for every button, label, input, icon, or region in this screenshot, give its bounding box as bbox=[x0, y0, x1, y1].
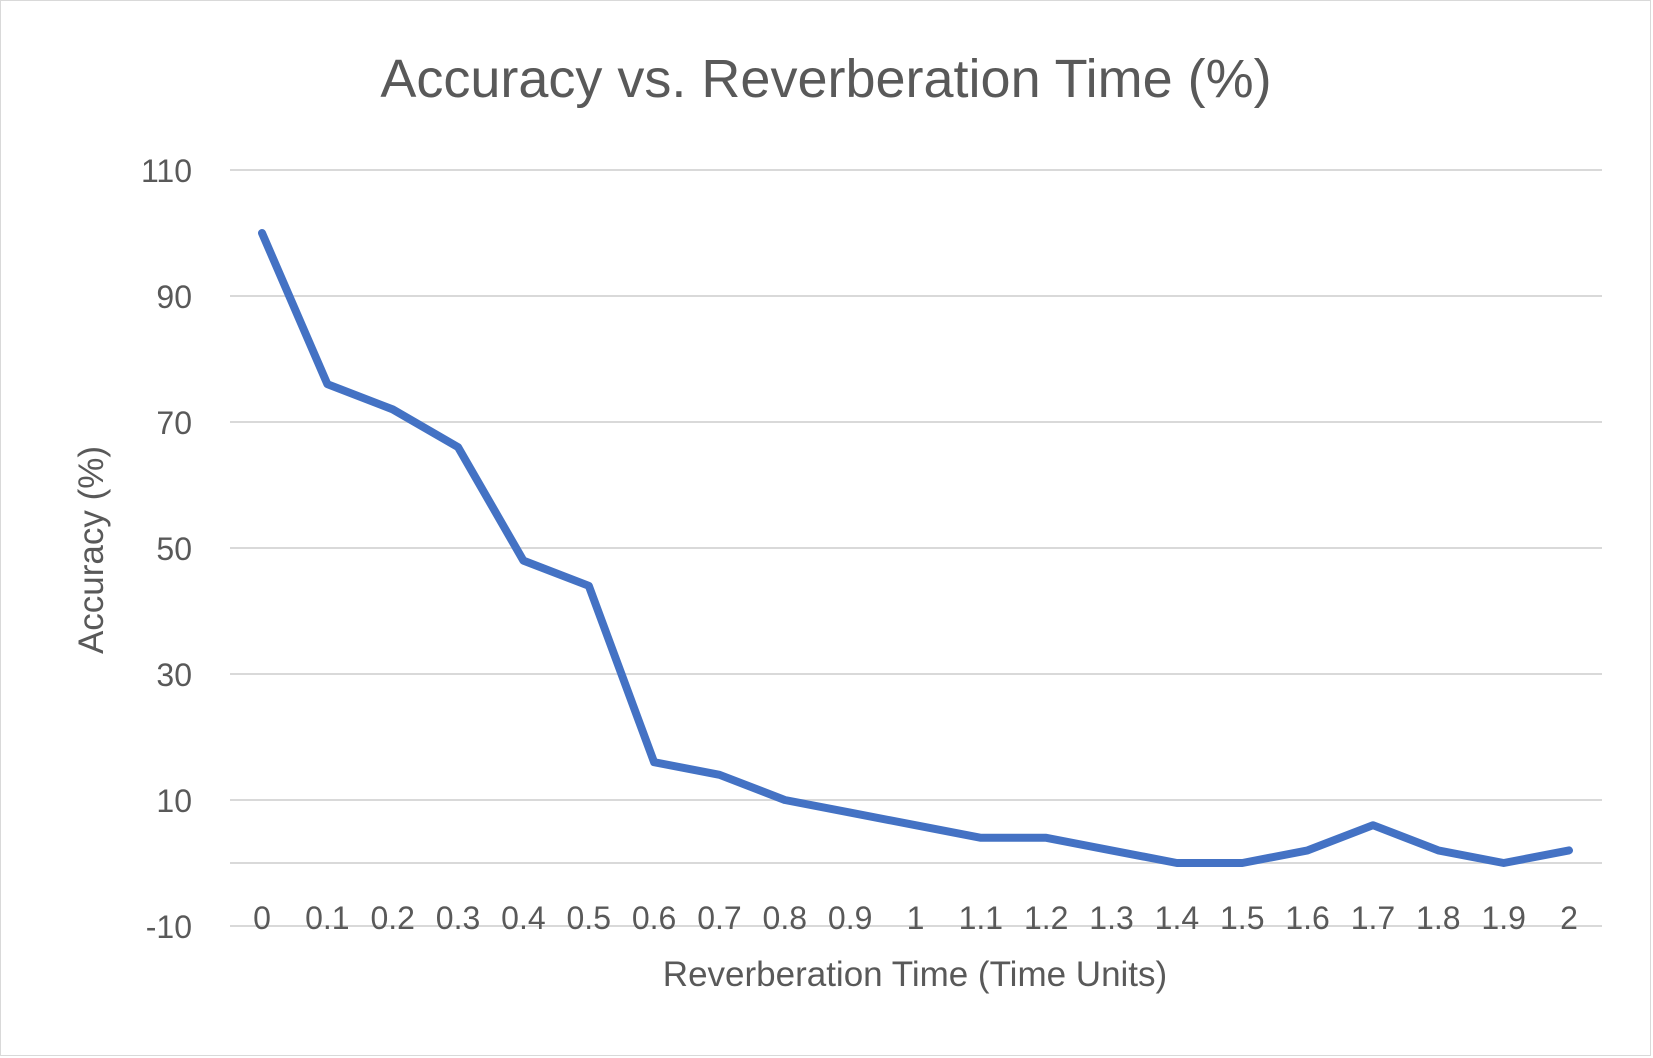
x-tick-label: 0.6 bbox=[632, 900, 676, 936]
y-tick-label: 70 bbox=[156, 405, 192, 441]
y-tick-label: -10 bbox=[146, 909, 192, 945]
series-line bbox=[258, 229, 1573, 867]
y-tick-label: 90 bbox=[156, 279, 192, 315]
y-axis-ticks: -10 10 30 50 70 90 110 bbox=[141, 153, 192, 945]
x-tick-label: 1.6 bbox=[1285, 900, 1329, 936]
x-tick-label: 2 bbox=[1560, 900, 1578, 936]
x-tick-label: 1.9 bbox=[1481, 900, 1525, 936]
y-tick-label: 10 bbox=[156, 783, 192, 819]
gridlines bbox=[230, 169, 1602, 927]
y-tick-label: 110 bbox=[141, 153, 192, 189]
x-tick-label: 0.7 bbox=[697, 900, 741, 936]
x-tick-label: 1 bbox=[907, 900, 925, 936]
y-axis-label: Accuracy (%) bbox=[72, 446, 111, 654]
y-tick-label: 50 bbox=[156, 531, 192, 567]
x-tick-label: 1.1 bbox=[959, 900, 1003, 936]
x-tick-label: 0.9 bbox=[828, 900, 872, 936]
x-tick-label: 0.3 bbox=[436, 900, 480, 936]
x-tick-label: 0.4 bbox=[501, 900, 545, 936]
y-tick-label: 30 bbox=[156, 657, 192, 693]
x-tick-label: 0.8 bbox=[763, 900, 807, 936]
x-tick-label: 0.2 bbox=[370, 900, 414, 936]
x-tick-label: 1.5 bbox=[1220, 900, 1264, 936]
x-tick-label: 0 bbox=[253, 900, 271, 936]
chart-title: Accuracy vs. Reverberation Time (%) bbox=[380, 49, 1271, 109]
x-tick-label: 0.5 bbox=[567, 900, 611, 936]
x-tick-label: 1.8 bbox=[1416, 900, 1460, 936]
x-tick-label: 1.4 bbox=[1155, 900, 1199, 936]
x-tick-label: 1.3 bbox=[1089, 900, 1133, 936]
x-tick-label: 1.7 bbox=[1351, 900, 1395, 936]
x-axis-label: Reverberation Time (Time Units) bbox=[663, 955, 1167, 994]
x-axis-ticks: 0 0.1 0.2 0.3 0.4 0.5 0.6 0.7 0.8 0.9 1 1.1 1.2 1.3 1.… bbox=[253, 900, 1578, 936]
x-tick-label: 0.1 bbox=[305, 900, 349, 936]
x-tick-label: 1.2 bbox=[1024, 900, 1068, 936]
